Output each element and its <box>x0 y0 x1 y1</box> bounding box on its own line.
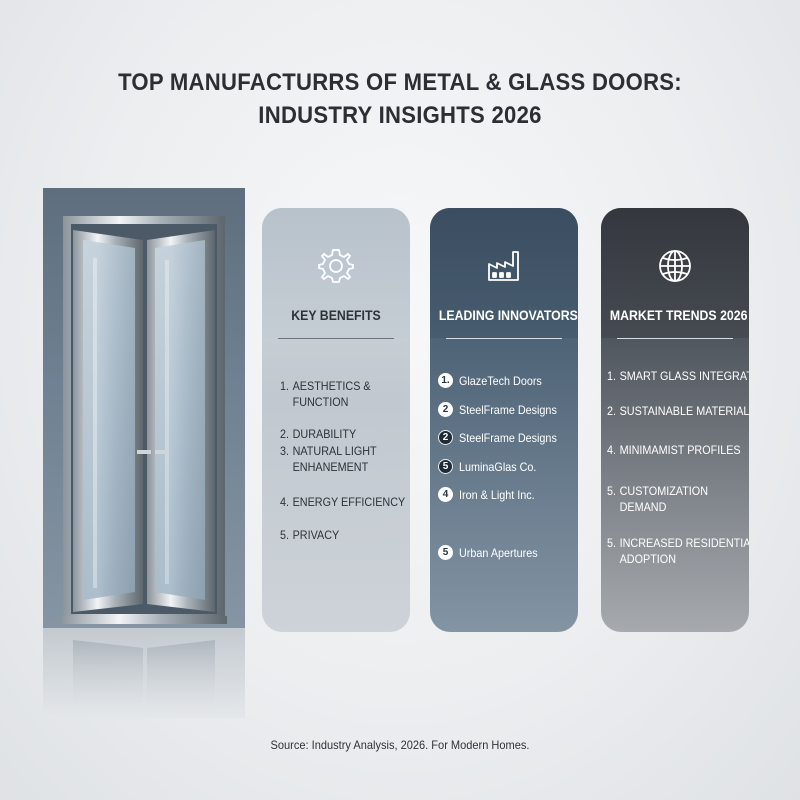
card-header <box>262 208 410 338</box>
divider <box>446 338 562 339</box>
page-title-line-1: TOP MANUFACTURRS OF METAL & GLASS DOORS: <box>118 69 682 96</box>
list-item: 1.SMART GLASS INTEGRATION <box>607 369 749 383</box>
card-header <box>430 208 578 338</box>
divider <box>278 338 394 339</box>
number-badge: 5 <box>438 459 453 475</box>
page-title: TOP MANUFACTURRS OF METAL & GLASS DOORS:… <box>32 66 768 132</box>
list-item: 3. NATURAL LIGHT ENHANEMENT <box>280 444 377 474</box>
list-item: 2 SteelFrame Designs <box>438 400 568 418</box>
list-item: 2. DURABILITY <box>280 427 357 441</box>
list-item: 5. INCREASED RESIDENTIAL ADOPTION <box>607 536 749 566</box>
list-item: 4 Iron & Light Inc. <box>438 485 543 503</box>
card-key-benefits: KEY BENEFITS 1. AESTHETICS & FUNCTION 2. D… <box>262 208 410 632</box>
number-badge: 4 <box>438 487 453 503</box>
list-item: 5. CUSTOMIZATION DEMAND <box>607 484 709 514</box>
card-title: KEY BENEFITS <box>291 307 381 323</box>
card-title: MARKET TRENDS 2026 <box>609 307 748 323</box>
list-item: 4. ENERGY EFFICIENCY <box>280 495 406 509</box>
number-badge: 5 <box>438 545 453 561</box>
list-item: 2 SteelFrame Designs <box>438 428 568 446</box>
page-title-line-2: INDUSTRY INSIGHTS 2026 <box>258 102 542 129</box>
factory-icon <box>488 251 519 281</box>
card-leading-innovators: LEADING INNOVATORS 1. GlazeTech Doors 2 St… <box>430 208 578 632</box>
source-footnote: Source: Industry Analysis, 2026. For Mod… <box>270 738 530 752</box>
number-badge: 1. <box>438 373 453 389</box>
number-badge: 2 <box>438 430 453 446</box>
list-item: 5. PRIVACY <box>280 528 340 542</box>
number-badge: 2 <box>438 402 453 418</box>
list-item: 1. GlazeTech Doors <box>438 371 551 389</box>
list-item: 2. SUSTAINABLE MATERIALS <box>607 404 749 418</box>
divider <box>617 338 733 339</box>
list-item: 5 Urban Apertures <box>438 543 546 561</box>
door-illustration <box>43 188 245 718</box>
gear-icon <box>318 249 354 283</box>
list-item: 1. AESTHETICS & FUNCTION <box>280 379 371 409</box>
globe-icon <box>659 250 691 282</box>
list-item: 4. MINIMAMIST PROFILES <box>607 443 741 457</box>
list-item: 5 LuminaGlas Co. <box>438 457 545 475</box>
metal-glass-door-image <box>61 216 227 718</box>
card-market-trends: MARKET TRENDS 2026 1. SMART GLASS INTEGRA… <box>601 208 749 632</box>
card-title: LEADING INNOVATORS <box>438 307 578 323</box>
